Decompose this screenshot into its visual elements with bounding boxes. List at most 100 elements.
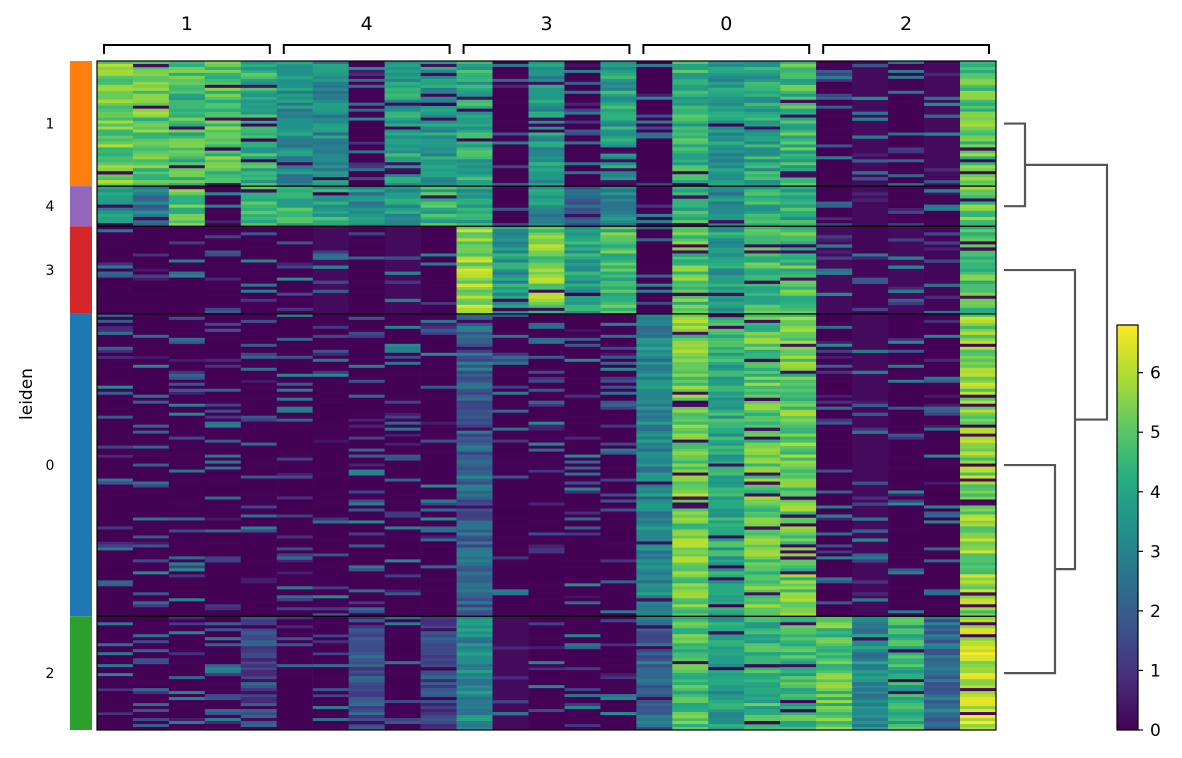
heatmap-cell-strip: [564, 361, 601, 366]
heatmap-cell-strip: [636, 310, 673, 315]
heatmap-cell-strip: [564, 147, 601, 151]
heatmap-cell-strip: [420, 475, 458, 479]
heatmap-cell-strip: [456, 673, 494, 677]
heatmap-cell-strip: [528, 153, 565, 157]
heatmap-cell-strip: [564, 304, 601, 309]
heatmap-cell-strip: [276, 301, 314, 306]
heatmap-cell-strip: [852, 430, 889, 434]
heatmap-cell-strip: [348, 114, 386, 118]
heatmap-cell-strip: [744, 382, 781, 387]
heatmap-cell-strip: [600, 394, 637, 399]
heatmap-cell-strip: [600, 90, 637, 95]
heatmap-cell-strip: [168, 577, 206, 581]
heatmap-cell-strip: [636, 427, 673, 431]
heatmap-cell-strip: [132, 496, 170, 500]
heatmap-cell-strip: [528, 304, 565, 309]
heatmap-cell-strip: [852, 111, 889, 115]
heatmap-cell: [924, 61, 961, 187]
heatmap-cell-strip: [420, 538, 458, 542]
heatmap-cell-strip: [600, 421, 637, 425]
heatmap-cell-strip: [132, 168, 170, 172]
heatmap-cell-strip: [276, 625, 314, 629]
heatmap-cell-strip: [924, 340, 961, 345]
heatmap-cell-strip: [456, 99, 494, 104]
heatmap-cell-strip: [348, 430, 386, 434]
heatmap-cell-strip: [240, 535, 278, 539]
heatmap-cell-strip: [672, 511, 709, 515]
heatmap-cell-strip: [420, 397, 458, 402]
heatmap-cell-strip: [204, 679, 242, 683]
heatmap-cell-strip: [456, 637, 494, 641]
heatmap-cell-strip: [708, 84, 745, 89]
heatmap-cell-strip: [852, 135, 889, 139]
heatmap-cell-strip: [240, 280, 278, 284]
heatmap-cell-strip: [780, 547, 817, 551]
heatmap-cell-strip: [312, 556, 350, 560]
heatmap-cell-strip: [348, 394, 386, 399]
heatmap-cell-strip: [888, 592, 925, 596]
heatmap-cell-strip: [456, 520, 494, 524]
heatmap-cell-strip: [348, 385, 386, 390]
heatmap-cell-strip: [636, 90, 673, 95]
heatmap-cell-strip: [97, 108, 134, 112]
heatmap-cell-strip: [600, 463, 637, 467]
heatmap-cell-strip: [780, 241, 817, 245]
heatmap-cell-strip: [816, 655, 853, 659]
heatmap-cell-strip: [240, 165, 278, 169]
heatmap-cell-strip: [888, 168, 925, 172]
heatmap-cell-strip: [132, 337, 170, 342]
heatmap-cell-strip: [636, 721, 673, 725]
heatmap-cell-strip: [600, 349, 637, 354]
heatmap-cell-strip: [420, 346, 458, 351]
heatmap-cell-strip: [816, 334, 853, 339]
heatmap-cell-strip: [204, 388, 242, 393]
heatmap-cell-strip: [744, 141, 781, 145]
heatmap-cell-strip: [240, 210, 278, 215]
heatmap-cell-strip: [708, 198, 745, 202]
heatmap-cell-strip: [240, 397, 278, 402]
heatmap-cell-strip: [168, 592, 206, 596]
heatmap-cell-strip: [672, 442, 709, 446]
heatmap-cell-strip: [600, 99, 637, 104]
heatmap-cell-strip: [672, 310, 709, 315]
heatmap-cell-strip: [276, 577, 314, 581]
heatmap-cell-strip: [132, 313, 170, 318]
heatmap-cell-strip: [564, 204, 601, 209]
heatmap-cell-strip: [672, 250, 709, 254]
heatmap-cell-strip: [240, 244, 278, 248]
heatmap-cell-strip: [348, 625, 386, 629]
heatmap-cell-strip: [600, 472, 637, 476]
heatmap-cell-strip: [816, 213, 853, 218]
heatmap-cell-strip: [492, 283, 530, 287]
heatmap-cell-strip: [276, 673, 314, 677]
heatmap-cell-strip: [168, 670, 206, 674]
heatmap-cell-strip: [97, 409, 134, 413]
heatmap-cell-strip: [132, 649, 170, 653]
heatmap-cell-strip: [816, 322, 853, 327]
heatmap-cell-strip: [744, 670, 781, 674]
heatmap-cell-strip: [312, 337, 350, 342]
heatmap-cell-strip: [492, 469, 530, 473]
heatmap-cell-strip: [780, 688, 817, 692]
heatmap-cell-strip: [960, 700, 997, 704]
heatmap-cell-strip: [492, 427, 530, 431]
heatmap-cell-strip: [816, 421, 853, 425]
heatmap-cell-strip: [636, 180, 673, 184]
heatmap-cell-strip: [420, 259, 458, 263]
heatmap-cell-strip: [852, 253, 889, 257]
heatmap-cell-strip: [204, 334, 242, 339]
heatmap-cell-strip: [168, 508, 206, 512]
heatmap-cell-strip: [348, 517, 386, 521]
heatmap-cell-strip: [132, 634, 170, 638]
heatmap-cell-strip: [744, 622, 781, 626]
heatmap-cell-strip: [816, 144, 853, 148]
heatmap-cell-strip: [456, 700, 494, 704]
heatmap-cell-strip: [744, 192, 781, 196]
heatmap-cell-strip: [420, 409, 458, 413]
heatmap-cell-strip: [888, 150, 925, 154]
heatmap-cell-strip: [384, 466, 422, 470]
heatmap-cell-strip: [888, 162, 925, 166]
heatmap-cell-strip: [384, 580, 422, 584]
heatmap-cell-strip: [132, 361, 170, 366]
heatmap-cell-strip: [672, 271, 709, 275]
